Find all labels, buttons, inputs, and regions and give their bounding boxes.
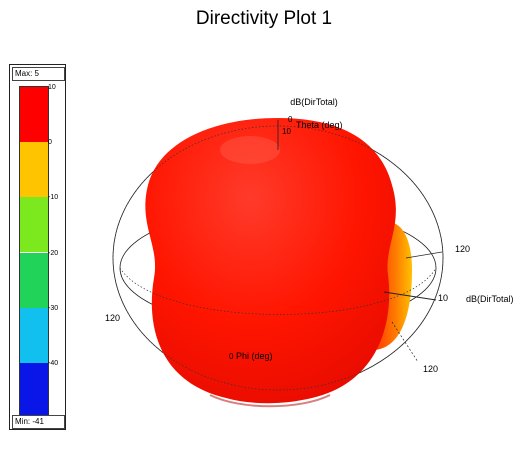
theta-zero-label: 0	[288, 115, 293, 124]
legend-segment	[20, 307, 48, 363]
angle-mark-left: 120	[105, 313, 120, 323]
legend-segment	[20, 87, 48, 143]
theta-axis-label: Theta (deg)	[296, 120, 343, 130]
angle-mark-right-bottom: 120	[423, 364, 438, 374]
surface-bottom-shadow	[209, 394, 331, 408]
pattern-surface	[145, 118, 396, 404]
radial-axis-line	[383, 291, 437, 301]
legend-segment	[20, 197, 48, 253]
legend-tick-label: -20	[48, 249, 59, 257]
side-quantity-label: dB(DirTotal)	[466, 294, 514, 304]
side-radial-tick: 10	[438, 293, 448, 303]
theta-radial-tick: 10	[282, 127, 291, 136]
legend-segment	[20, 142, 48, 198]
legend-max-label: Max: 5	[12, 67, 65, 81]
legend-tick-label: -10	[48, 194, 59, 202]
legend-color-bar	[19, 86, 49, 419]
top-quantity-label: dB(DirTotal)	[290, 97, 338, 107]
phi-axis-label: Phi (deg)	[236, 351, 273, 361]
legend-segment	[20, 252, 48, 308]
legend-tick-label: 0	[48, 139, 52, 147]
legend-segment	[20, 362, 48, 418]
phi-zero-label: 0	[229, 352, 234, 361]
theta-circle-front	[112, 125, 444, 391]
color-legend: Max: 5 100-10-20-30-40-50 Min: -41	[9, 64, 66, 430]
legend-min-label: Min: -41	[12, 415, 65, 429]
chart-title: Directivity Plot 1	[195, 8, 333, 29]
angle-mark-right-top: 120	[455, 244, 470, 254]
legend-tick-label: -40	[48, 359, 59, 367]
theta-120-line	[405, 251, 443, 259]
surface-highlight	[220, 136, 280, 164]
legend-tick-label: -30	[48, 304, 59, 312]
legend-tick-label: 10	[48, 84, 56, 91]
